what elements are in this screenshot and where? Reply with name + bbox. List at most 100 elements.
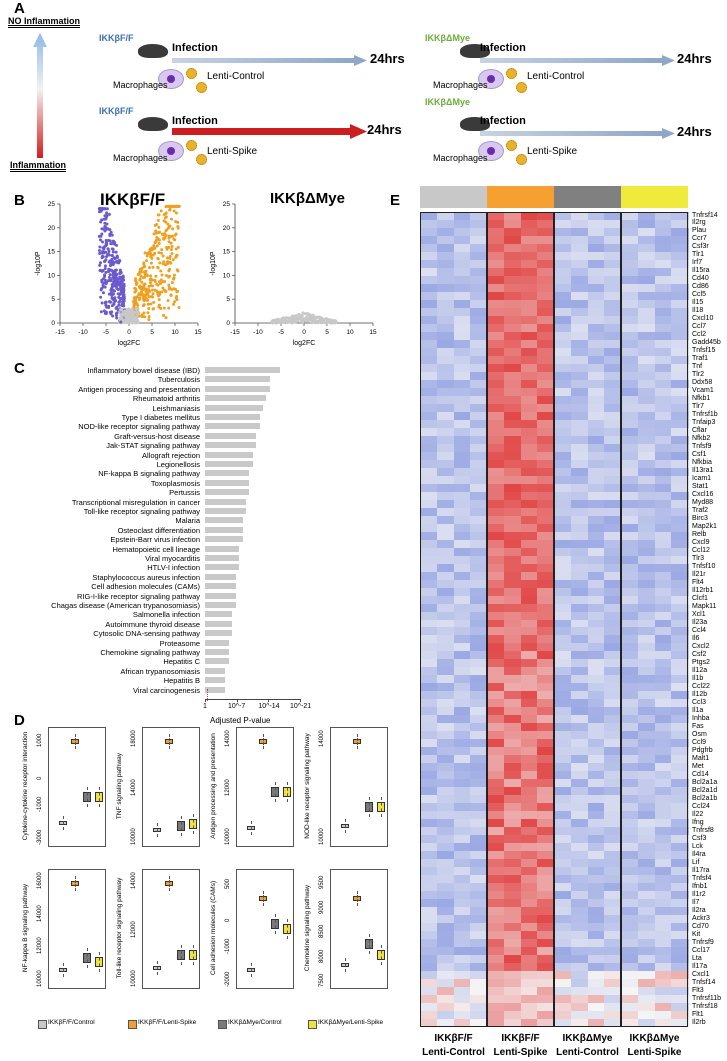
heatmap-cell bbox=[436, 819, 454, 828]
volcano-point bbox=[303, 319, 307, 323]
pathway-label: Allograft rejection bbox=[142, 450, 200, 460]
pathway-bar bbox=[205, 385, 270, 392]
threshold-line bbox=[207, 689, 208, 701]
heatmap-cell bbox=[537, 979, 555, 988]
heatmap-cell bbox=[453, 435, 471, 445]
heatmap-cell bbox=[470, 443, 488, 453]
heatmap-cell bbox=[671, 803, 689, 812]
volcano-point bbox=[164, 316, 168, 320]
heatmap-cell bbox=[537, 611, 555, 620]
heatmap-cell bbox=[554, 347, 572, 357]
volcano-point bbox=[133, 299, 137, 303]
heatmap-cell bbox=[654, 763, 672, 772]
heatmap-cell bbox=[537, 771, 555, 780]
heatmap-cell bbox=[554, 891, 572, 900]
volcano-point bbox=[156, 218, 160, 222]
heatmap-cell bbox=[570, 515, 588, 525]
volcano-point bbox=[104, 312, 108, 316]
volcano-point bbox=[164, 229, 168, 233]
heatmap-cell bbox=[487, 819, 505, 828]
heatmap-cell bbox=[436, 667, 454, 676]
volcano-point bbox=[287, 316, 291, 320]
heatmap-cell bbox=[453, 963, 471, 972]
red-arrow bbox=[172, 124, 367, 139]
group-label-treatment: Lenti-Spike bbox=[627, 1047, 682, 1058]
volcano-point bbox=[146, 298, 150, 302]
heatmap-cell bbox=[554, 603, 572, 612]
volcano-point bbox=[134, 279, 138, 283]
boxplot-whisker bbox=[250, 962, 252, 977]
heatmap-cell bbox=[420, 851, 438, 860]
heatmap-cell bbox=[436, 347, 454, 357]
heatmap-cell bbox=[420, 867, 438, 876]
heatmap-cell bbox=[637, 323, 655, 333]
heatmap-cell bbox=[671, 267, 689, 277]
heatmap-cell bbox=[537, 491, 555, 501]
heatmap-cell bbox=[436, 635, 454, 644]
heatmap-cell bbox=[570, 611, 588, 620]
heatmap-cell bbox=[503, 635, 521, 644]
heatmap-cell bbox=[487, 731, 505, 740]
heatmap-cell bbox=[554, 1003, 572, 1012]
heatmap-cell bbox=[537, 523, 555, 533]
volcano-point bbox=[128, 309, 132, 313]
volcano-point bbox=[110, 233, 114, 237]
heatmap-cell bbox=[587, 667, 605, 676]
heatmap-cell bbox=[470, 635, 488, 644]
heatmap-cell bbox=[436, 827, 454, 836]
heatmap-cell bbox=[671, 907, 689, 916]
heatmap-cell bbox=[487, 347, 505, 357]
volcano-point bbox=[98, 263, 102, 267]
heatmap-cell bbox=[654, 323, 672, 333]
heatmap-cell bbox=[487, 227, 505, 237]
heatmap-cell bbox=[537, 699, 555, 708]
heatmap-cell bbox=[520, 539, 538, 549]
heatmap-cell bbox=[453, 275, 471, 285]
pathway-label: RIG-I-like receptor signaling pathway bbox=[77, 591, 200, 601]
heatmap-cell bbox=[503, 475, 521, 485]
heatmap-cell bbox=[570, 819, 588, 828]
volcano-point bbox=[104, 270, 108, 274]
volcano-point bbox=[98, 238, 102, 242]
heatmap-cell bbox=[420, 683, 438, 692]
time-label: 24hrs bbox=[370, 51, 405, 66]
heatmap-cell bbox=[520, 571, 538, 581]
heatmap-cell bbox=[587, 555, 605, 565]
pathway-label: Type I diabetes mellitus bbox=[121, 413, 200, 422]
heatmap-cell bbox=[654, 451, 672, 461]
heatmap-cell bbox=[503, 435, 521, 445]
heatmap-cell bbox=[453, 851, 471, 860]
volcano-point bbox=[134, 283, 138, 287]
heatmap-cell bbox=[436, 683, 454, 692]
heatmap-cell bbox=[554, 595, 572, 604]
heatmap-cell bbox=[654, 651, 672, 660]
volcano-point bbox=[176, 220, 180, 224]
heatmap-cell bbox=[453, 859, 471, 868]
volcano-point bbox=[101, 249, 105, 253]
pathway-label: Osteoclast differentiation bbox=[117, 525, 200, 535]
heatmap-cell bbox=[537, 571, 555, 581]
volcano-point bbox=[117, 303, 121, 307]
heatmap-cell bbox=[487, 212, 505, 221]
vector-label: Lenti-Spike bbox=[527, 146, 578, 157]
gene-label: Flt3 bbox=[692, 986, 704, 994]
heatmap-cell bbox=[470, 1011, 488, 1020]
heatmap-cell bbox=[436, 539, 454, 549]
heatmap-cell bbox=[453, 795, 471, 804]
volcano-point bbox=[106, 238, 110, 242]
heatmap-cell bbox=[654, 419, 672, 429]
heatmap-cell bbox=[537, 683, 555, 692]
heatmap-cell bbox=[654, 563, 672, 573]
heatmap-cell bbox=[453, 339, 471, 349]
volcano-point bbox=[172, 237, 176, 241]
heatmap-cell bbox=[587, 299, 605, 309]
heatmap-cell bbox=[554, 555, 572, 565]
volcano-point bbox=[115, 305, 119, 309]
volcano-point bbox=[110, 253, 114, 257]
heatmap-cell bbox=[503, 683, 521, 692]
heatmap-cell bbox=[470, 683, 488, 692]
heatmap-cell bbox=[420, 1011, 438, 1020]
volcano-point bbox=[138, 278, 142, 282]
heatmap-cell bbox=[637, 995, 655, 1004]
heatmap-cell bbox=[503, 667, 521, 676]
